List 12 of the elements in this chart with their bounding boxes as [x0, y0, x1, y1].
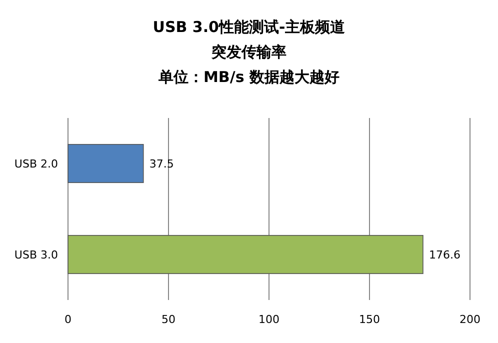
- x-tick-label: 100: [258, 313, 280, 326]
- chart-subtitle: 突发传输率: [210, 43, 286, 61]
- x-tick-label: 150: [359, 313, 380, 326]
- y-tick-label: USB 2.0: [14, 158, 58, 170]
- data-label: 37.5: [149, 158, 174, 170]
- y-tick-label: USB 3.0: [14, 248, 58, 262]
- x-tick-label: 0: [64, 313, 72, 326]
- data-label: 176.6: [428, 248, 460, 262]
- x-tick-label: 50: [162, 313, 176, 326]
- x-tick-label: 200: [460, 313, 480, 326]
- chart-title: USB 3.0性能测试-主板频道: [152, 18, 346, 36]
- text: 单位：MB/s 数据越大越好: [158, 68, 340, 86]
